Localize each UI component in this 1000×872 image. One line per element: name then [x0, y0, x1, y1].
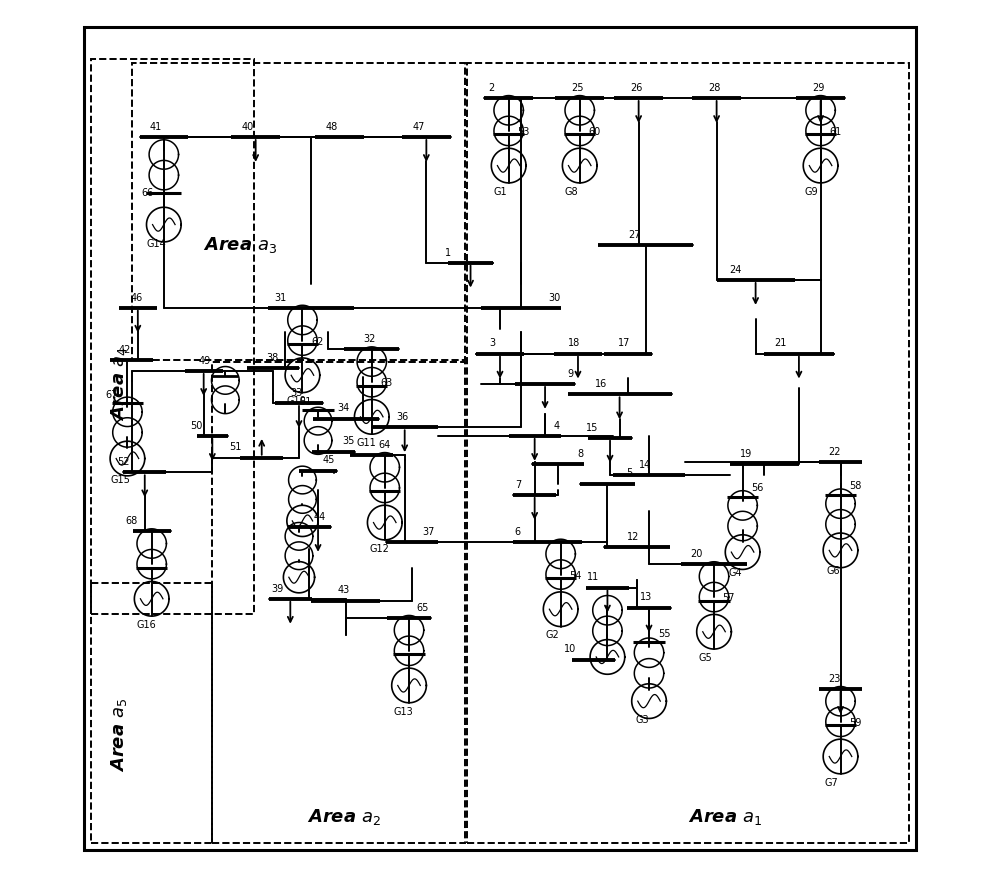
Text: G3: G3 — [635, 715, 649, 726]
Text: 68: 68 — [126, 516, 138, 526]
Text: 55: 55 — [658, 629, 670, 639]
Text: 45: 45 — [322, 455, 335, 466]
Text: 12: 12 — [627, 532, 639, 542]
Text: 48: 48 — [326, 122, 338, 132]
Text: 51: 51 — [299, 397, 311, 406]
Text: 63: 63 — [380, 378, 393, 388]
Text: 27: 27 — [628, 230, 641, 240]
Text: Area $a_4$: Area $a_4$ — [109, 346, 129, 421]
Text: G10: G10 — [287, 397, 307, 406]
Text: 44: 44 — [314, 512, 326, 521]
Text: G8: G8 — [564, 187, 578, 197]
Text: 52: 52 — [117, 457, 130, 467]
Text: Area $a_3$: Area $a_3$ — [203, 235, 277, 255]
Text: 34: 34 — [337, 404, 349, 413]
Text: 5: 5 — [627, 468, 633, 479]
Text: 4: 4 — [554, 421, 560, 431]
Text: G6: G6 — [827, 567, 840, 576]
Text: 40: 40 — [242, 122, 254, 132]
Text: 66: 66 — [141, 187, 154, 198]
Text: 28: 28 — [708, 83, 720, 93]
Text: 43: 43 — [337, 585, 349, 596]
Text: 8: 8 — [577, 448, 583, 459]
Text: 19: 19 — [740, 448, 752, 459]
Text: 38: 38 — [266, 353, 278, 364]
Text: 47: 47 — [412, 122, 425, 132]
Text: Area $a_1$: Area $a_1$ — [688, 807, 763, 828]
Text: 9: 9 — [568, 369, 574, 378]
Text: 39: 39 — [271, 583, 284, 594]
Text: 67: 67 — [106, 390, 118, 399]
Text: 37: 37 — [422, 527, 434, 536]
Text: 14: 14 — [639, 460, 651, 470]
Bar — [132, 64, 465, 360]
Text: 42: 42 — [119, 344, 131, 355]
Text: 7: 7 — [516, 480, 522, 490]
Text: G4: G4 — [729, 568, 742, 578]
Text: 23: 23 — [828, 674, 841, 684]
Text: 1: 1 — [445, 248, 451, 257]
Text: G13: G13 — [393, 706, 413, 717]
Text: 61: 61 — [829, 127, 841, 137]
Text: 2: 2 — [488, 83, 494, 93]
Text: G9: G9 — [805, 187, 819, 197]
Text: 35: 35 — [342, 436, 355, 446]
Text: 57: 57 — [723, 593, 735, 603]
Text: G16: G16 — [136, 620, 156, 630]
Text: 49: 49 — [198, 356, 211, 366]
Text: G11: G11 — [356, 438, 376, 448]
Text: 22: 22 — [828, 446, 841, 457]
Text: 24: 24 — [730, 265, 742, 275]
Text: 58: 58 — [849, 481, 862, 492]
Text: 56: 56 — [751, 483, 764, 494]
Text: G5: G5 — [698, 653, 712, 663]
Bar — [91, 583, 212, 843]
Text: 3: 3 — [490, 338, 496, 349]
Text: 64: 64 — [379, 439, 391, 450]
Text: G14: G14 — [146, 239, 166, 249]
Text: 11: 11 — [587, 572, 599, 582]
Text: G1: G1 — [493, 187, 507, 197]
Text: 46: 46 — [131, 293, 143, 303]
Text: 16: 16 — [595, 379, 608, 389]
Text: 65: 65 — [416, 603, 428, 613]
Text: G15: G15 — [110, 474, 130, 485]
Text: 33: 33 — [290, 388, 303, 398]
Text: G12: G12 — [369, 544, 389, 554]
Text: 32: 32 — [363, 334, 375, 344]
Text: 26: 26 — [630, 83, 642, 93]
Text: 30: 30 — [549, 293, 561, 303]
Text: 13: 13 — [640, 592, 653, 603]
Text: 15: 15 — [586, 423, 598, 433]
Text: 29: 29 — [812, 83, 824, 93]
Bar — [91, 59, 254, 614]
Text: 60: 60 — [588, 127, 601, 137]
Text: 53: 53 — [517, 127, 530, 137]
Text: 17: 17 — [618, 338, 630, 349]
Text: 41: 41 — [150, 122, 162, 132]
Text: 51: 51 — [229, 442, 241, 453]
Text: 18: 18 — [568, 338, 580, 349]
Bar — [212, 363, 465, 843]
Text: G2: G2 — [545, 630, 559, 640]
Text: 59: 59 — [849, 718, 862, 728]
Text: 6: 6 — [515, 527, 521, 536]
Text: Area $a_5$: Area $a_5$ — [109, 698, 129, 773]
Text: Area $a_2$: Area $a_2$ — [307, 807, 381, 828]
Text: 36: 36 — [396, 412, 408, 422]
Text: 50: 50 — [191, 421, 203, 431]
Text: 25: 25 — [571, 83, 584, 93]
Text: 62: 62 — [311, 337, 323, 347]
Text: G7: G7 — [825, 778, 839, 787]
Text: 10: 10 — [564, 644, 576, 654]
Bar — [467, 64, 909, 843]
Text: 54: 54 — [569, 570, 582, 581]
Text: 21: 21 — [775, 338, 787, 349]
Text: 31: 31 — [275, 293, 287, 303]
Text: 20: 20 — [690, 549, 702, 559]
